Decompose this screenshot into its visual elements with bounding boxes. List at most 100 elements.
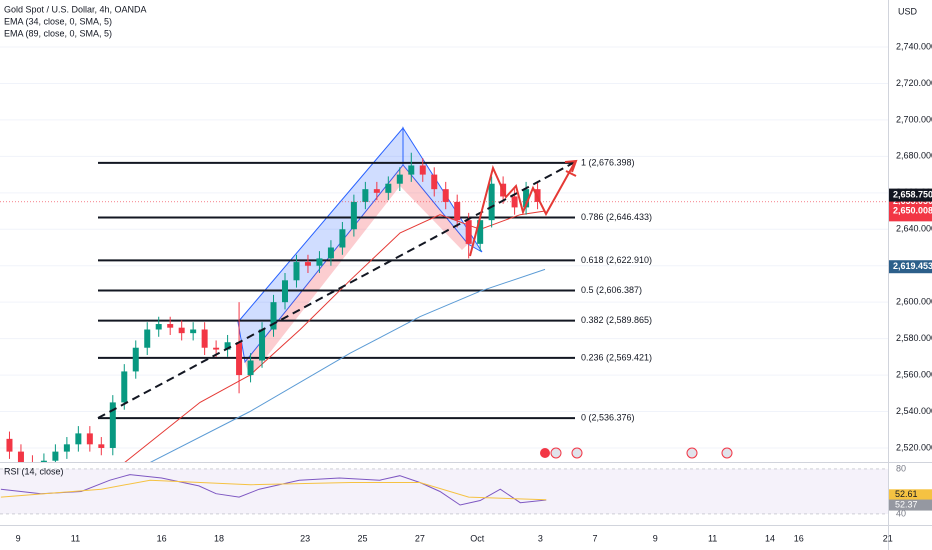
x-tick-label: 11: [71, 533, 80, 543]
candle-body: [132, 347, 139, 372]
y-tick-label: 2,680.000: [896, 151, 932, 161]
rsi-title: RSI (14, close): [4, 466, 64, 476]
candle-body: [511, 196, 518, 208]
candle-body: [63, 444, 70, 452]
ema-line: [149, 268, 546, 462]
x-tick-label: 21: [883, 533, 893, 543]
x-tick-label: 16: [794, 533, 804, 543]
rsi-line: [0, 474, 547, 506]
candle-body: [6, 438, 13, 452]
channel-down-lower: [400, 165, 468, 250]
candle-body: [419, 165, 426, 175]
x-tick-label: 7: [592, 533, 597, 543]
x-tick-label: 16: [157, 533, 167, 543]
grid: [0, 46, 888, 449]
rsi-badge-label: 52.37: [895, 499, 918, 509]
candle-body: [523, 189, 530, 208]
event-icon[interactable]: [721, 447, 733, 459]
price-badge: [889, 204, 932, 218]
x-tick-label: 18: [214, 533, 224, 543]
x-tick-label: 27: [415, 533, 425, 543]
candle-body: [339, 229, 346, 248]
candle-body: [109, 402, 116, 448]
candle-body: [40, 460, 47, 462]
legend-entry: EMA (89, close, 0, SMA, 5): [4, 28, 112, 38]
rsi-badge-label: 52.61: [895, 489, 918, 499]
candle-body: [178, 327, 185, 334]
candle-body: [408, 165, 415, 175]
candle-body: [144, 329, 151, 348]
candle-body: [236, 342, 243, 376]
y-tick-label: 2,560.000: [896, 369, 932, 379]
y-tick-label: 2,700.000: [896, 114, 932, 124]
rsi-line: [0, 479, 547, 501]
candle-body: [75, 433, 82, 445]
candle-body: [224, 342, 231, 350]
candle-body: [247, 360, 254, 376]
fib-label: 1 (2,676.398): [581, 157, 635, 167]
candle-body: [396, 174, 403, 184]
rsi-tick-label: 80: [896, 463, 906, 473]
rsi-pane: [0, 468, 888, 515]
x-tick-label: Oct: [470, 533, 485, 543]
price-badge: [889, 188, 932, 202]
drawings: [97, 159, 733, 459]
candle-body: [201, 329, 208, 348]
candle-body: [52, 451, 59, 461]
y-tick-label: 2,640.000: [896, 224, 932, 234]
y-tick-label: 2,600.000: [896, 297, 932, 307]
event-icon[interactable]: [686, 447, 698, 459]
currency: USD: [898, 6, 918, 16]
fib-label: 0.5 (2,606.387): [581, 285, 642, 295]
price-badge-label: 2,650.008: [893, 205, 932, 215]
candle-body: [98, 444, 105, 448]
y-tick-label: 2,720.000: [896, 78, 932, 88]
legend-entry: EMA (34, close, 0, SMA, 5): [4, 16, 112, 26]
candle-body: [86, 433, 93, 445]
projection: [469, 161, 576, 257]
candle-body: [316, 258, 323, 266]
candle-body: [373, 189, 380, 193]
candle-body: [465, 220, 472, 244]
fib-label: 0.786 (2,646.433): [581, 212, 652, 222]
rsi-badge: [889, 489, 932, 501]
candle-body: [281, 280, 288, 303]
x-tick-label: 3: [538, 533, 543, 543]
x-tick-label: 23: [300, 533, 310, 543]
y-tick-label: 2,580.000: [896, 333, 932, 343]
event-icon[interactable]: [571, 447, 583, 459]
candle-body: [431, 174, 438, 190]
arrow-head: [564, 159, 578, 173]
x-tick-label: 9: [653, 533, 658, 543]
fib-label: 0 (2,536.376): [581, 412, 635, 422]
event-icon[interactable]: [540, 448, 550, 458]
candle-body: [385, 183, 392, 193]
event-icon[interactable]: [550, 447, 562, 459]
candle-body: [213, 347, 220, 350]
price-badge-label: 2,658.750: [893, 189, 932, 199]
y-tick-label: 2,740.000: [896, 41, 932, 51]
axes: 9 11 16 18 23 25 27 Oct 3 7 9 11 14 16 21 2,520.000 2,54…: [16, 41, 932, 543]
candle-body: [327, 247, 334, 259]
ema-line: [124, 210, 546, 462]
candle-body: [17, 451, 24, 462]
candle-body: [155, 324, 162, 330]
fib-label: 0.236 (2,569.421): [581, 352, 652, 362]
x-tick-label: 25: [357, 533, 367, 543]
candle-body: [304, 262, 311, 266]
y-tick-label: 2,540.000: [896, 406, 932, 416]
rsi-tick-label: 40: [896, 508, 906, 518]
arrow-head: [565, 170, 577, 177]
candle-body: [190, 329, 197, 334]
y-tick-label: 2,520.000: [896, 442, 932, 452]
rsi-badge: [889, 499, 932, 511]
x-tick-label: 11: [708, 533, 717, 543]
candle-body: [488, 183, 495, 221]
candle-body: [259, 329, 266, 361]
candle-body: [362, 189, 369, 202]
main-pane: [0, 126, 888, 462]
price-badge-label: 2,619.453: [893, 261, 932, 271]
candle-body: [293, 262, 300, 281]
